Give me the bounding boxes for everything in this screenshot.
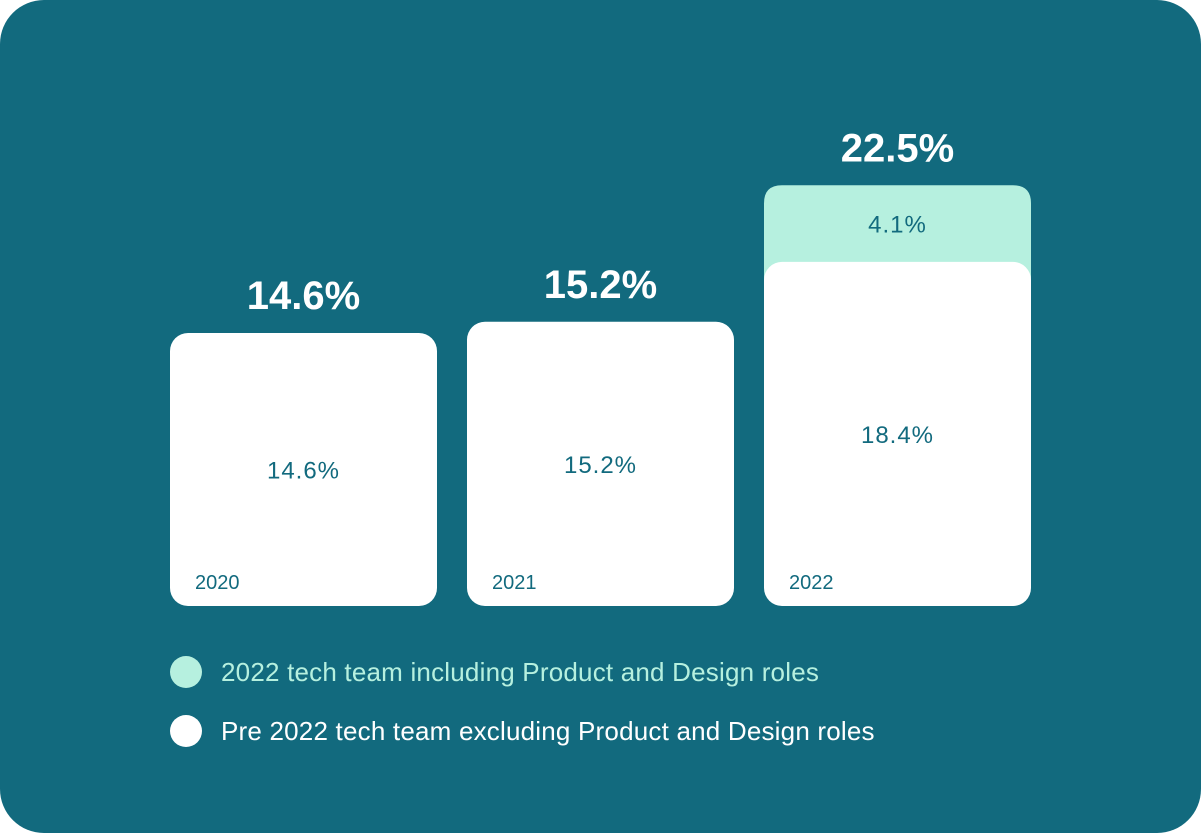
legend-label-increment: 2022 tech team including Product and Des… <box>221 656 820 687</box>
legend-item-increment: 2022 tech team including Product and Des… <box>170 656 819 688</box>
bar-label-base-2020: 14.6% <box>267 457 340 484</box>
bar-label-increment-2022: 4.1% <box>868 212 927 239</box>
legend-label-base: Pre 2022 tech team excluding Product and… <box>221 715 875 746</box>
bar-base-2022 <box>764 261 1031 606</box>
total-label-2020: 14.6% <box>247 274 360 318</box>
x-tick-label-2022: 2022 <box>789 572 834 594</box>
bar-base-2020 <box>170 332 437 606</box>
legend-item-base: Pre 2022 tech team excluding Product and… <box>170 715 875 747</box>
legend-swatch-base <box>170 715 202 747</box>
bar-label-base-2021: 15.2% <box>564 452 637 479</box>
total-label-2022: 22.5% <box>841 126 954 170</box>
bar-base-2021 <box>467 321 734 606</box>
x-tick-label-2021: 2021 <box>492 572 537 594</box>
total-label-2021: 15.2% <box>544 263 657 307</box>
bar-increment-2022 <box>764 185 1031 280</box>
bar-label-base-2022: 18.4% <box>861 422 934 449</box>
x-tick-label-2020: 2020 <box>195 572 240 594</box>
legend-swatch-increment <box>170 656 202 688</box>
